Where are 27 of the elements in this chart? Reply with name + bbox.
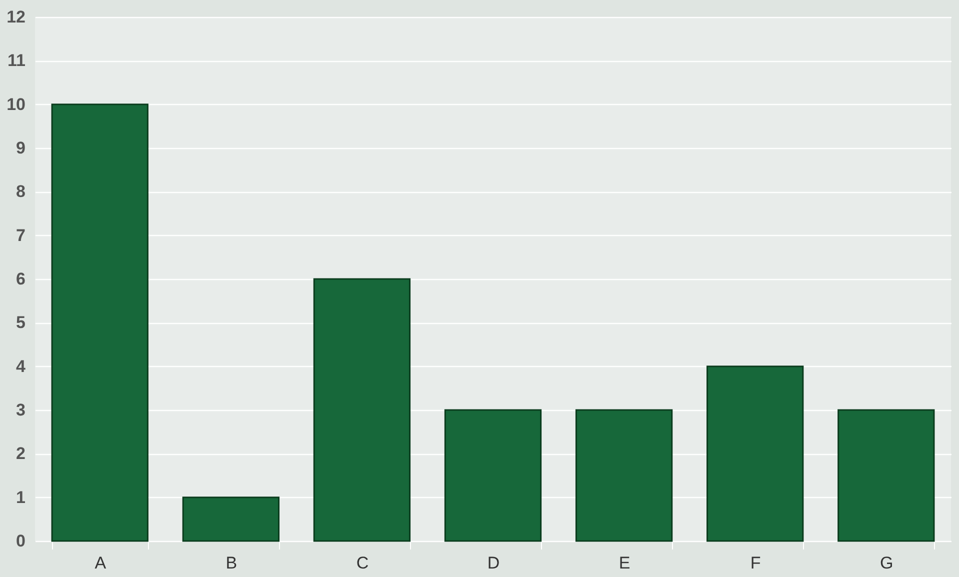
y-tick-label: 12 (6, 8, 26, 26)
y-tick-label: 0 (16, 532, 26, 550)
bar (838, 409, 935, 542)
y-tick-label: 10 (6, 94, 26, 114)
bar (51, 104, 148, 542)
x-tick-label: B (226, 554, 238, 572)
y-tick-label: 9 (16, 138, 26, 158)
y-tick-label: 1 (16, 488, 26, 507)
y-tick-label: 7 (16, 226, 26, 245)
y-tick-label: 3 (16, 400, 26, 420)
bar (313, 278, 411, 542)
x-tick-label: E (618, 554, 630, 572)
x-tick-label: F (750, 554, 761, 572)
y-tick-label: 4 (16, 356, 26, 376)
x-tick-label: A (94, 554, 107, 572)
x-tick-label: D (487, 554, 500, 572)
bar (182, 496, 280, 542)
bar (706, 366, 804, 542)
bar (444, 409, 542, 542)
x-tick-label: C (356, 554, 369, 572)
y-tick-label: 5 (16, 313, 26, 332)
y-tick-label: 8 (16, 182, 26, 202)
y-tick-label: 11 (8, 51, 26, 70)
x-tick-label: G (880, 554, 894, 572)
y-tick-label: 6 (16, 270, 26, 288)
y-tick-label: 2 (16, 444, 26, 464)
bar (575, 409, 673, 542)
